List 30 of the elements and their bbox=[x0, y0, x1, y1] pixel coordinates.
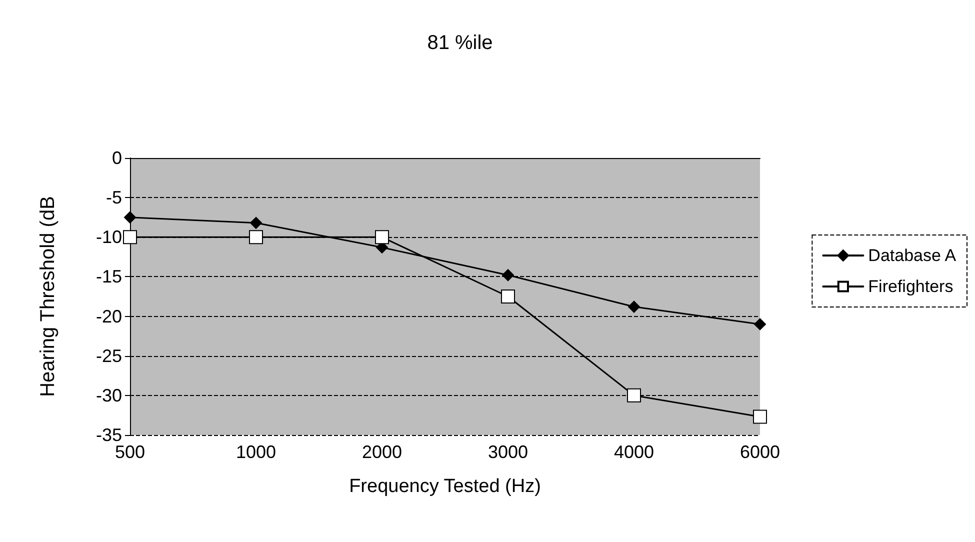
legend-label: Database A bbox=[868, 246, 957, 265]
point bbox=[501, 290, 515, 304]
y-tick-label: -25 bbox=[96, 346, 122, 366]
y-tick-label: -5 bbox=[106, 188, 122, 208]
point bbox=[375, 230, 389, 244]
point bbox=[249, 230, 263, 244]
y-tick-label: -30 bbox=[96, 385, 122, 406]
point bbox=[250, 216, 262, 229]
y-tick-label: -15 bbox=[96, 266, 122, 287]
x-tick-label: 4000 bbox=[614, 442, 654, 462]
point bbox=[627, 388, 641, 402]
point bbox=[124, 211, 136, 224]
x-tick-label: 2000 bbox=[362, 442, 402, 462]
x-tick-label: 500 bbox=[114, 442, 146, 462]
x-tick-label: 1000 bbox=[236, 442, 276, 462]
legend-label: Firefighters bbox=[868, 277, 954, 296]
point bbox=[628, 300, 640, 313]
x-tick-label: 3000 bbox=[488, 442, 528, 462]
point bbox=[123, 230, 137, 244]
y-tick-label: -20 bbox=[96, 306, 122, 326]
y-axis-title: Hearing Threshold (dB bbox=[37, 196, 59, 397]
x-axis-title: Frequency Tested (Hz) bbox=[349, 476, 541, 497]
point bbox=[502, 269, 514, 282]
point bbox=[753, 410, 767, 424]
chart-title: 81 %ile bbox=[427, 32, 493, 54]
y-tick-label: -35 bbox=[96, 425, 122, 445]
y-tick-label: -10 bbox=[96, 227, 122, 248]
point bbox=[754, 318, 766, 330]
x-tick-label: 6000 bbox=[740, 442, 780, 462]
y-tick-label: 0 bbox=[112, 148, 122, 168]
